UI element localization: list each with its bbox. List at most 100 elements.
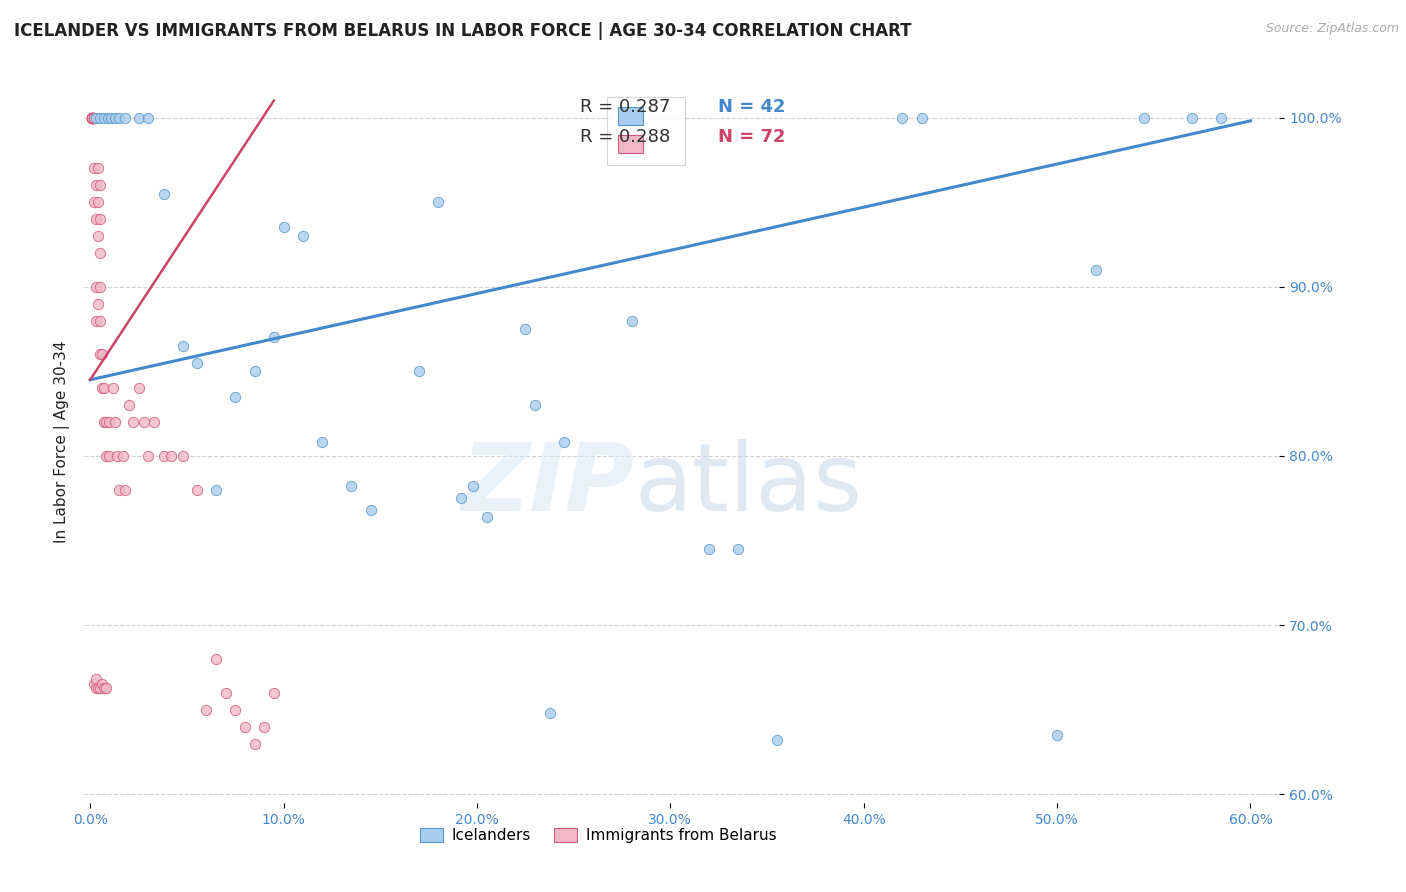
Point <box>114 483 136 497</box>
Point <box>1084 262 1107 277</box>
Point <box>108 111 131 125</box>
Point <box>104 111 127 125</box>
Point <box>727 541 749 556</box>
Point <box>100 111 122 125</box>
Point <box>83 111 105 125</box>
Point <box>224 703 246 717</box>
Point <box>93 415 115 429</box>
Point <box>152 186 174 201</box>
Point <box>160 449 183 463</box>
Point <box>89 681 111 695</box>
Point <box>82 111 104 125</box>
Point <box>697 541 720 556</box>
Point <box>152 449 174 463</box>
Point <box>765 733 787 747</box>
Point <box>87 161 110 176</box>
Point <box>224 390 246 404</box>
Point <box>360 503 382 517</box>
Point <box>89 347 111 361</box>
Point <box>83 195 105 210</box>
Point <box>93 681 115 695</box>
Point <box>87 681 110 695</box>
Point <box>205 483 228 497</box>
Point <box>93 111 115 125</box>
Point <box>82 111 104 125</box>
Point <box>82 111 104 125</box>
Point <box>538 706 561 720</box>
Point <box>105 449 128 463</box>
Point <box>172 449 194 463</box>
Point <box>311 435 333 450</box>
Point <box>408 364 430 378</box>
Point <box>108 483 131 497</box>
Point <box>83 677 105 691</box>
Point <box>233 720 256 734</box>
Point <box>82 111 104 125</box>
Point <box>891 111 914 125</box>
Point <box>263 686 285 700</box>
Point <box>427 195 450 210</box>
Point <box>1046 728 1069 742</box>
Point <box>89 313 111 327</box>
Point <box>83 111 105 125</box>
Point <box>136 449 159 463</box>
Point <box>82 111 104 125</box>
Point <box>82 111 104 125</box>
Text: atlas: atlas <box>634 439 862 531</box>
Point <box>94 681 117 695</box>
Point <box>103 381 125 395</box>
Point <box>82 111 104 125</box>
Point <box>87 195 110 210</box>
Point <box>97 111 120 125</box>
Point <box>98 415 121 429</box>
Point <box>93 381 115 395</box>
Point <box>450 491 472 506</box>
Point <box>90 677 112 691</box>
Point <box>195 703 218 717</box>
Point <box>243 364 266 378</box>
Point <box>243 737 266 751</box>
Point <box>83 111 105 125</box>
Text: ZIP: ZIP <box>461 439 634 531</box>
Text: ICELANDER VS IMMIGRANTS FROM BELARUS IN LABOR FORCE | AGE 30-34 CORRELATION CHAR: ICELANDER VS IMMIGRANTS FROM BELARUS IN … <box>14 22 911 40</box>
Point <box>98 449 121 463</box>
Point <box>84 178 107 193</box>
Point <box>553 435 575 450</box>
Point <box>291 229 314 244</box>
Point <box>90 381 112 395</box>
Point <box>89 245 111 260</box>
Point <box>84 212 107 227</box>
Point <box>143 415 166 429</box>
Point <box>186 483 208 497</box>
Point <box>104 415 127 429</box>
Point <box>90 347 112 361</box>
Point <box>1133 111 1156 125</box>
Point <box>515 322 537 336</box>
Point <box>82 111 104 125</box>
Point <box>89 212 111 227</box>
Point <box>1181 111 1204 125</box>
Point <box>186 356 208 370</box>
Point <box>620 313 643 327</box>
Point <box>89 178 111 193</box>
Point <box>89 279 111 293</box>
Point <box>94 415 117 429</box>
Point <box>214 686 236 700</box>
Point <box>136 111 159 125</box>
Point <box>523 398 546 412</box>
Point <box>128 381 150 395</box>
Point <box>82 111 104 125</box>
Point <box>911 111 934 125</box>
Point <box>84 313 107 327</box>
Point <box>461 479 484 493</box>
Point <box>340 479 363 493</box>
Point <box>82 111 104 125</box>
Point <box>82 111 104 125</box>
Text: Source: ZipAtlas.com: Source: ZipAtlas.com <box>1265 22 1399 36</box>
Text: N = 72: N = 72 <box>718 128 786 145</box>
Point <box>475 509 498 524</box>
Text: R = 0.288: R = 0.288 <box>581 128 671 145</box>
Point <box>84 279 107 293</box>
Text: R = 0.287: R = 0.287 <box>581 98 671 116</box>
Point <box>89 111 111 125</box>
